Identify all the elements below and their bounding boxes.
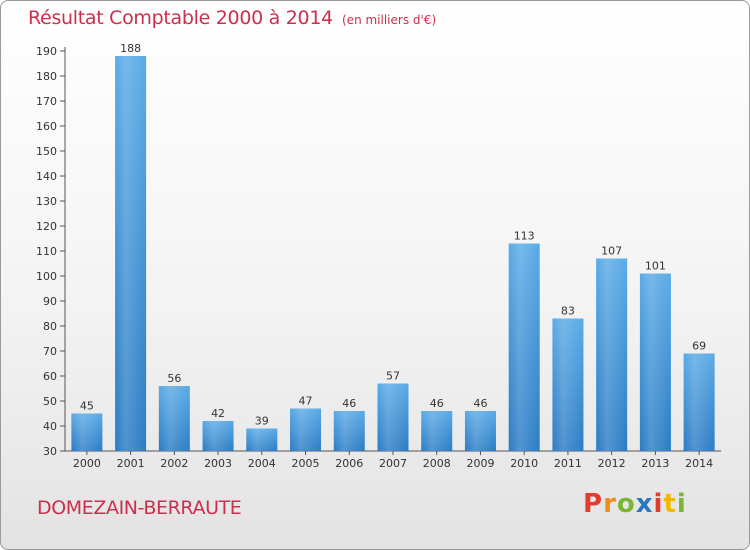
data-label-2011: 83 xyxy=(561,305,575,318)
bar-highlight xyxy=(246,428,278,451)
x-tick-label: 2007 xyxy=(379,457,407,470)
logo-letter: i xyxy=(676,489,687,519)
x-tick-label: 2013 xyxy=(641,457,669,470)
y-tick-label: 140 xyxy=(36,170,57,183)
y-tick-label: 100 xyxy=(36,270,57,283)
logo-letter: P xyxy=(583,489,604,519)
x-tick-label: 2008 xyxy=(423,457,451,470)
data-label-2008: 46 xyxy=(430,397,444,410)
bar-highlight xyxy=(596,258,628,451)
y-tick-label: 190 xyxy=(36,45,57,58)
logo-letter: i xyxy=(653,489,664,519)
y-tick-label: 160 xyxy=(36,120,57,133)
data-label-2004: 39 xyxy=(255,415,269,428)
logo-letter: x xyxy=(635,489,654,519)
y-tick-label: 50 xyxy=(43,395,57,408)
y-tick-label: 150 xyxy=(36,145,57,158)
bar-highlight xyxy=(464,411,496,451)
y-axis: 30 40 50 60 70 80 90 100 110 120 130 140 150 160 170 18… xyxy=(36,45,66,458)
data-label-2001: 188 xyxy=(120,42,141,55)
y-tick-label: 40 xyxy=(43,420,57,433)
x-tick-label: 2003 xyxy=(204,457,232,470)
data-label-2005: 47 xyxy=(299,395,313,408)
y-tick-label: 80 xyxy=(43,320,57,333)
bar-highlight xyxy=(333,411,365,451)
y-tick-label: 110 xyxy=(36,245,57,258)
x-tick-label: 2014 xyxy=(685,457,713,470)
y-tick-label: 30 xyxy=(43,445,57,458)
data-label-2009: 46 xyxy=(473,397,487,410)
bar-highlight xyxy=(421,411,453,451)
data-label-2002: 56 xyxy=(167,372,181,385)
bar-highlight xyxy=(639,273,671,451)
x-tick-label: 2000 xyxy=(73,457,101,470)
bar-highlight xyxy=(552,318,584,451)
y-tick-label: 130 xyxy=(36,195,57,208)
data-label-2010: 113 xyxy=(514,230,535,243)
bar-highlight xyxy=(683,353,715,451)
x-tick-label: 2011 xyxy=(554,457,582,470)
bar-highlight xyxy=(202,421,234,451)
y-tick-label: 120 xyxy=(36,220,57,233)
data-label-2012: 107 xyxy=(601,245,622,258)
bar-highlight xyxy=(290,408,322,451)
data-label-2014: 69 xyxy=(692,340,706,353)
bar-highlight xyxy=(71,413,103,451)
y-tick-label: 60 xyxy=(43,370,57,383)
logo-letter: o xyxy=(616,489,636,519)
x-tick-label: 2010 xyxy=(510,457,538,470)
x-axis: 2000 2001 2002 2003 2004 2005 2006 2007 2008 2009… xyxy=(65,450,721,470)
bars-group: 45 188 56 42 39 47 46 57 46 46 113 83 107 101 69 xyxy=(71,42,715,451)
data-label-2003: 42 xyxy=(211,407,225,420)
x-tick-label: 2004 xyxy=(248,457,276,470)
data-label-2013: 101 xyxy=(645,260,666,273)
bar-highlight xyxy=(377,383,409,451)
y-tick-label: 170 xyxy=(36,95,57,108)
bar-highlight xyxy=(158,386,190,451)
x-tick-label: 2012 xyxy=(598,457,626,470)
chart-title: Résultat Comptable 2000 à 2014 xyxy=(28,7,333,29)
y-tick-label: 90 xyxy=(43,295,57,308)
commune-name: DOMEZAIN-BERRAUTE xyxy=(37,497,242,519)
x-tick-label: 2002 xyxy=(160,457,188,470)
x-tick-label: 2009 xyxy=(466,457,494,470)
data-label-2000: 45 xyxy=(80,400,94,413)
logo-letter: r xyxy=(603,489,617,519)
x-tick-label: 2001 xyxy=(117,457,145,470)
x-tick-label: 2006 xyxy=(335,457,363,470)
y-tick-label: 180 xyxy=(36,70,57,83)
chart-subtitle: (en milliers d'€) xyxy=(342,13,437,27)
logo-letter: t xyxy=(663,489,677,519)
proxiti-logo: Proxiti xyxy=(583,489,687,519)
data-label-2007: 57 xyxy=(386,370,400,383)
x-tick-label: 2005 xyxy=(292,457,320,470)
bar-highlight xyxy=(508,243,540,451)
bar-highlight xyxy=(115,56,147,451)
data-label-2006: 46 xyxy=(342,397,356,410)
y-tick-label: 70 xyxy=(43,345,57,358)
